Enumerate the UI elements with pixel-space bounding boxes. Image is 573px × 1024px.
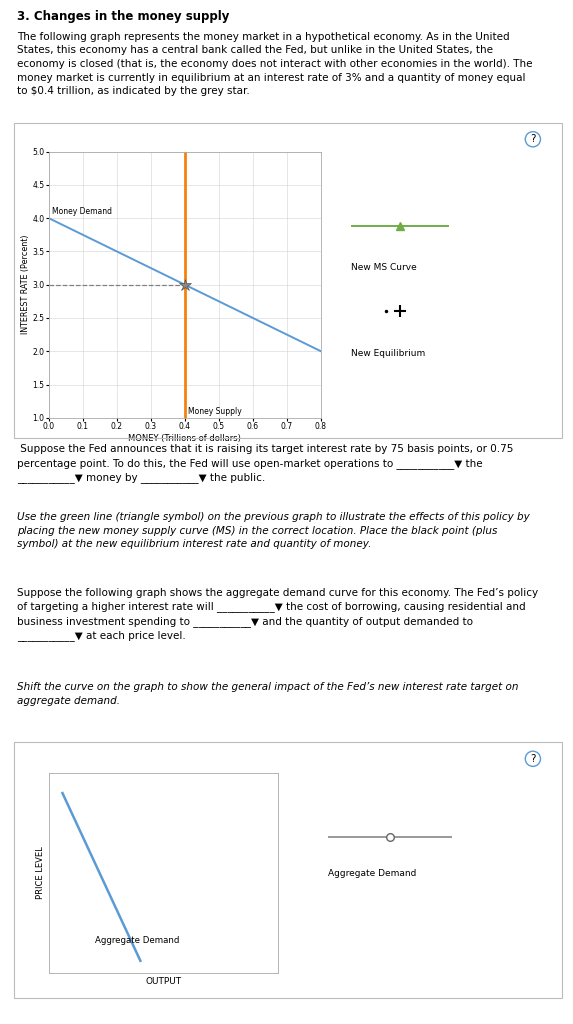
Text: The following graph represents the money market in a hypothetical economy. As in: The following graph represents the money… (17, 32, 533, 96)
Text: 3. Changes in the money supply: 3. Changes in the money supply (17, 10, 230, 23)
X-axis label: OUTPUT: OUTPUT (145, 977, 182, 986)
Text: Money Supply: Money Supply (187, 407, 241, 416)
Y-axis label: INTEREST RATE (Percent): INTEREST RATE (Percent) (21, 234, 30, 335)
Text: Aggregate Demand: Aggregate Demand (328, 869, 417, 878)
Y-axis label: PRICE LEVEL: PRICE LEVEL (36, 847, 45, 899)
Text: ?: ? (530, 754, 536, 764)
Text: Use the green line (triangle symbol) on the previous graph to illustrate the eff: Use the green line (triangle symbol) on … (17, 512, 530, 549)
Text: New Equilibrium: New Equilibrium (351, 348, 426, 357)
Text: New MS Curve: New MS Curve (351, 263, 417, 272)
X-axis label: MONEY (Trillions of dollars): MONEY (Trillions of dollars) (128, 434, 241, 442)
Text: ?: ? (530, 134, 536, 144)
Text: Shift the curve on the graph to show the general impact of the Fed’s new interes: Shift the curve on the graph to show the… (17, 682, 519, 706)
Text: Suppose the following graph shows the aggregate demand curve for this economy. T: Suppose the following graph shows the ag… (17, 588, 538, 641)
Text: Money Demand: Money Demand (52, 207, 112, 216)
Text: Suppose the Fed announces that it is raising its target interest rate by 75 basi: Suppose the Fed announces that it is rai… (17, 444, 513, 483)
Text: Aggregate Demand: Aggregate Demand (95, 936, 179, 945)
